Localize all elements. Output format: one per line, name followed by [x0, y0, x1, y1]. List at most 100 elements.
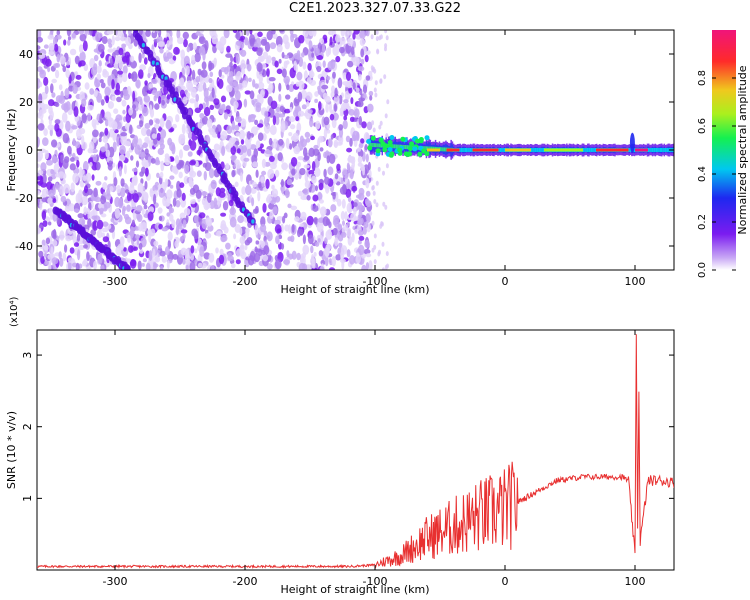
heat-cell	[83, 244, 88, 249]
heat-cell	[67, 39, 71, 46]
streak-hot-cell	[151, 60, 155, 65]
heat-cell	[71, 125, 78, 130]
heat-cell	[190, 199, 196, 205]
heat-cell	[52, 154, 56, 164]
heat-cell	[48, 207, 53, 217]
heat-cell	[82, 160, 89, 172]
heat-cell	[56, 53, 61, 63]
heat-cell	[307, 109, 313, 114]
heat-cell	[213, 57, 217, 66]
heat-cell	[99, 79, 104, 84]
heat-cell	[260, 240, 266, 249]
heat-cell	[144, 122, 151, 129]
heat-cell	[121, 43, 127, 48]
heat-cell	[225, 162, 230, 170]
heat-cell	[259, 143, 264, 149]
heat-cell	[324, 176, 330, 185]
heat-cell	[303, 164, 310, 169]
heat-cell	[47, 176, 53, 182]
heat-cell	[250, 126, 258, 136]
heat-cell	[266, 55, 272, 64]
heat-cell	[215, 247, 219, 254]
heat-cell	[54, 119, 61, 125]
heat-cell	[195, 189, 202, 199]
heat-cell	[235, 248, 243, 257]
y-tick-label: 2	[21, 423, 34, 430]
heat-cell	[359, 38, 366, 46]
heat-cell	[369, 95, 373, 101]
heat-cell	[274, 219, 281, 226]
heat-cell	[310, 245, 314, 254]
heat-cell	[273, 138, 278, 143]
heat-cell	[270, 100, 278, 110]
heat-cell	[179, 236, 184, 243]
heat-cell	[40, 182, 48, 188]
heat-cell	[373, 259, 377, 265]
heat-cell	[240, 118, 247, 127]
heat-cell	[102, 236, 110, 243]
heat-cell	[89, 88, 95, 95]
heat-cell	[55, 182, 59, 190]
heat-cell	[58, 95, 65, 105]
carrier-cell	[538, 148, 541, 152]
carrier-blob-cell	[407, 146, 413, 152]
heat-cell	[175, 114, 180, 123]
heat-cell	[161, 99, 166, 106]
heat-cell	[230, 155, 237, 160]
heat-cell	[145, 30, 151, 37]
heat-cell	[126, 204, 131, 212]
heat-cell	[78, 127, 86, 135]
heat-cell	[357, 147, 361, 152]
carrier-blob-cell	[378, 137, 384, 143]
heat-cell	[54, 102, 60, 108]
heat-cell	[332, 71, 336, 79]
heat-cell	[342, 119, 348, 130]
heat-cell	[292, 132, 299, 143]
heat-cell	[381, 241, 385, 247]
heat-cell	[166, 189, 173, 200]
heat-cell	[48, 51, 55, 56]
heat-cell	[104, 127, 109, 136]
carrier-cell	[501, 148, 503, 152]
heat-cell	[79, 51, 86, 62]
heat-cell	[230, 145, 237, 155]
heat-cell	[116, 136, 120, 147]
heat-cell	[258, 181, 262, 189]
heat-cell	[318, 179, 325, 184]
heat-cell	[314, 98, 318, 103]
carrier-cell	[445, 147, 447, 152]
heat-cell	[358, 74, 362, 81]
heat-cell	[189, 98, 196, 104]
heat-cell	[352, 130, 360, 141]
heat-cell	[111, 121, 118, 130]
heat-cell	[296, 71, 303, 81]
heat-cell	[370, 65, 374, 71]
heat-cell	[42, 173, 47, 184]
heat-cell	[289, 30, 294, 35]
heat-cell	[386, 99, 390, 105]
heat-cell	[144, 180, 148, 190]
heat-cell	[102, 70, 109, 78]
heat-cell	[310, 175, 317, 184]
x-tick-label: -300	[103, 275, 128, 288]
heat-cell	[37, 190, 41, 196]
heat-cell	[56, 34, 62, 40]
heat-cell	[55, 128, 62, 137]
heat-cell	[144, 167, 149, 177]
heat-cell	[97, 43, 105, 53]
heat-cell	[307, 30, 315, 37]
heat-cell	[302, 188, 309, 195]
carrier-blob-cell	[387, 147, 393, 152]
carrier-spike-cell	[629, 132, 635, 153]
heat-cell	[93, 187, 98, 198]
heat-cell	[137, 260, 142, 270]
heat-cell	[350, 46, 355, 56]
heat-cell	[342, 169, 349, 179]
heat-cell	[206, 193, 212, 203]
heat-cell	[157, 244, 162, 249]
heat-cell	[243, 98, 248, 108]
snr-frame	[36, 329, 675, 571]
heat-cell	[230, 55, 234, 63]
heat-cell	[370, 34, 374, 40]
heat-cell	[302, 61, 307, 70]
